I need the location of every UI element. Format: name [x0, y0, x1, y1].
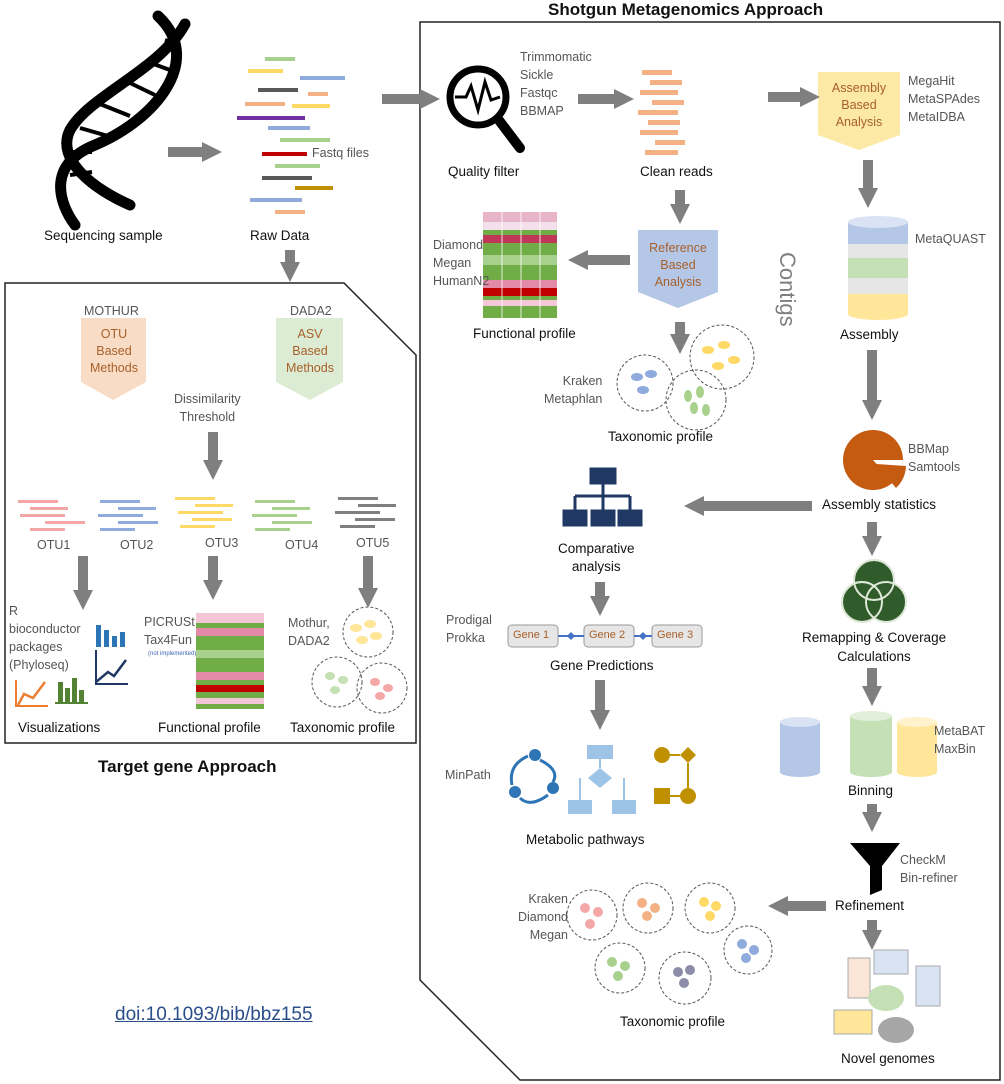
qc-tools: Trimmomatic Sickle Fastqc BBMAP [520, 50, 592, 118]
clean-reads-icon [638, 70, 685, 155]
doi-link[interactable]: doi:10.1093/bib/bbz155 [115, 1004, 313, 1025]
threshold-label: Dissimilarity Threshold [174, 392, 241, 424]
shapes-flow-icon [654, 747, 696, 804]
otu1-label: OTU1 [37, 538, 71, 552]
target-taxonomic-profile-label: Taxonomic profile [290, 720, 396, 735]
gene-2-label: Gene 2 [589, 629, 626, 641]
functional-tools: Diamond Megan HumanN2 [433, 238, 490, 288]
pie-chart-icon [843, 430, 906, 490]
functional-profile-label: Functional profile [473, 326, 576, 341]
otu2-label: OTU2 [120, 538, 154, 552]
assembly-label: Assembly [840, 327, 899, 342]
gene-3-label: Gene 3 [657, 629, 694, 641]
taxo-tools: Kraken Metaphlan [544, 374, 603, 406]
not-implemented-note: (not implemented) [148, 651, 197, 657]
shotgun-title: Shotgun Metagenomics Approach [548, 0, 824, 19]
taxonomic-profile-label: Taxonomic profile [608, 429, 714, 444]
final-taxonomic-profile-label: Taxonomic profile [620, 1014, 726, 1029]
otu3-label: OTU3 [205, 536, 239, 550]
binning-tools: MetaBAT MaxBin [934, 724, 986, 756]
gene-tools: Prodigal Prokka [446, 613, 492, 645]
fastq-files-label: Fastq files [312, 146, 369, 160]
otu5-label: OTU5 [356, 536, 390, 550]
hierarchy-icon [562, 467, 643, 527]
shotgun-panel [419, 21, 1001, 1081]
assembly-based-pentagon [818, 72, 900, 150]
dada2-label: DADA2 [290, 304, 332, 318]
quality-filter-label: Quality filter [448, 164, 520, 179]
binning-cylinders-icon [780, 711, 937, 777]
gene-track [507, 624, 703, 648]
picrust-tools: PICRUSt Tax4Fun [144, 615, 195, 647]
venn-icon [841, 559, 907, 623]
refine-tools: CheckM Bin-refiner [900, 853, 958, 885]
comparative-analysis-label: Comparative analysis [558, 541, 635, 574]
metabolic-pathways-label: Metabolic pathways [526, 832, 645, 847]
target-title: Target gene Approach [98, 757, 277, 776]
funnel-icon [850, 843, 900, 895]
assembly-statistics-label: Assembly statistics [822, 497, 937, 512]
flowchart-icon [568, 745, 636, 814]
dna-helix-icon [55, 10, 191, 231]
line-chart-icon [15, 650, 128, 707]
visualizations-label: Visualizations [18, 720, 101, 735]
assembly-based-text: Assembly Based Analysis [831, 81, 887, 129]
raw-reads-icon [237, 57, 345, 214]
gene-predictions-label: Gene Predictions [550, 658, 654, 673]
otu-pentagon [81, 318, 146, 400]
contigs-cylinder-icon [848, 216, 908, 320]
metaquast-label: MetaQUAST [915, 232, 986, 246]
target-functional-profile-label: Functional profile [158, 720, 261, 735]
asv-pentagon [276, 318, 343, 400]
sequencing-sample-label: Sequencing sample [44, 228, 163, 243]
final-taxonomic-clusters [566, 882, 773, 1005]
binning-label: Binning [848, 783, 894, 798]
assembly-tools: MegaHit MetaSPAdes MetaIDBA [908, 74, 981, 124]
otu4-label: OTU4 [285, 538, 319, 552]
minpath-label: MinPath [445, 768, 491, 782]
heatmap-target [196, 613, 264, 709]
gene-1-label: Gene 1 [513, 629, 550, 641]
genome-cards-icon [833, 949, 941, 1043]
otu-reads [18, 497, 396, 531]
reference-based-text: Reference Based Analysis [649, 241, 707, 289]
target-panel [4, 282, 417, 744]
clean-reads-label: Clean reads [640, 164, 713, 179]
final-taxo-tools: Kraken Diamond Megan [517, 892, 568, 942]
raw-data-label: Raw Data [250, 228, 310, 243]
refinement-label: Refinement [835, 898, 905, 913]
taxonomic-clusters [616, 324, 755, 431]
mothur-label: MOTHUR [84, 304, 139, 318]
novel-genomes-label: Novel genomes [841, 1051, 935, 1066]
mothur-dada2-tools: Mothur, DADA2 [288, 616, 330, 648]
contigs-label: Contigs [775, 252, 800, 327]
bar-chart-icon [55, 625, 125, 704]
magnifier-icon [446, 65, 525, 153]
reference-based-pentagon [638, 230, 718, 308]
flow-arrows [73, 87, 882, 950]
otu-methods-text: OTU Based Methods [90, 327, 138, 375]
asv-methods-text: ASV Based Methods [286, 327, 334, 375]
cycle-icon [509, 749, 559, 804]
remapping-label: Remapping & Coverage Calculations [802, 630, 947, 664]
heatmap-functional [483, 212, 557, 318]
stats-tools: BBMap Samtools [908, 442, 961, 474]
